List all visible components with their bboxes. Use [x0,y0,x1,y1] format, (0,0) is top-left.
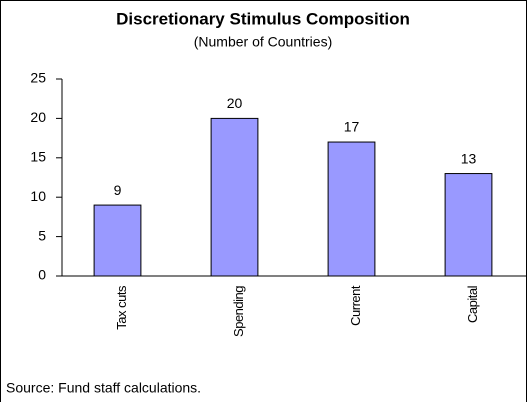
data-label: 9 [114,182,122,198]
data-label: 20 [227,95,243,111]
data-label: 13 [461,150,477,166]
x-tick-label: Tax cuts [114,285,129,330]
chart-subtitle: (Number of Countries) [194,34,333,50]
bar [327,141,376,277]
y-tick-label: 15 [30,149,46,165]
y-tick-label: 5 [38,227,46,243]
y-tick-label: 20 [30,109,46,125]
bar [210,117,259,277]
y-tick-label: 10 [30,188,46,204]
source-note: Source: Fund staff calculations. [6,380,201,396]
chart-title: Discretionary Stimulus Composition [116,9,410,28]
x-tick-label: Current [348,285,363,326]
data-label: 17 [344,119,360,135]
x-tick-label: Capital [465,285,480,323]
y-tick-label: 0 [38,267,46,283]
y-tick-label: 25 [30,70,46,86]
x-tick-label: Spending [231,286,246,337]
bar [93,204,142,277]
bar [444,173,493,277]
